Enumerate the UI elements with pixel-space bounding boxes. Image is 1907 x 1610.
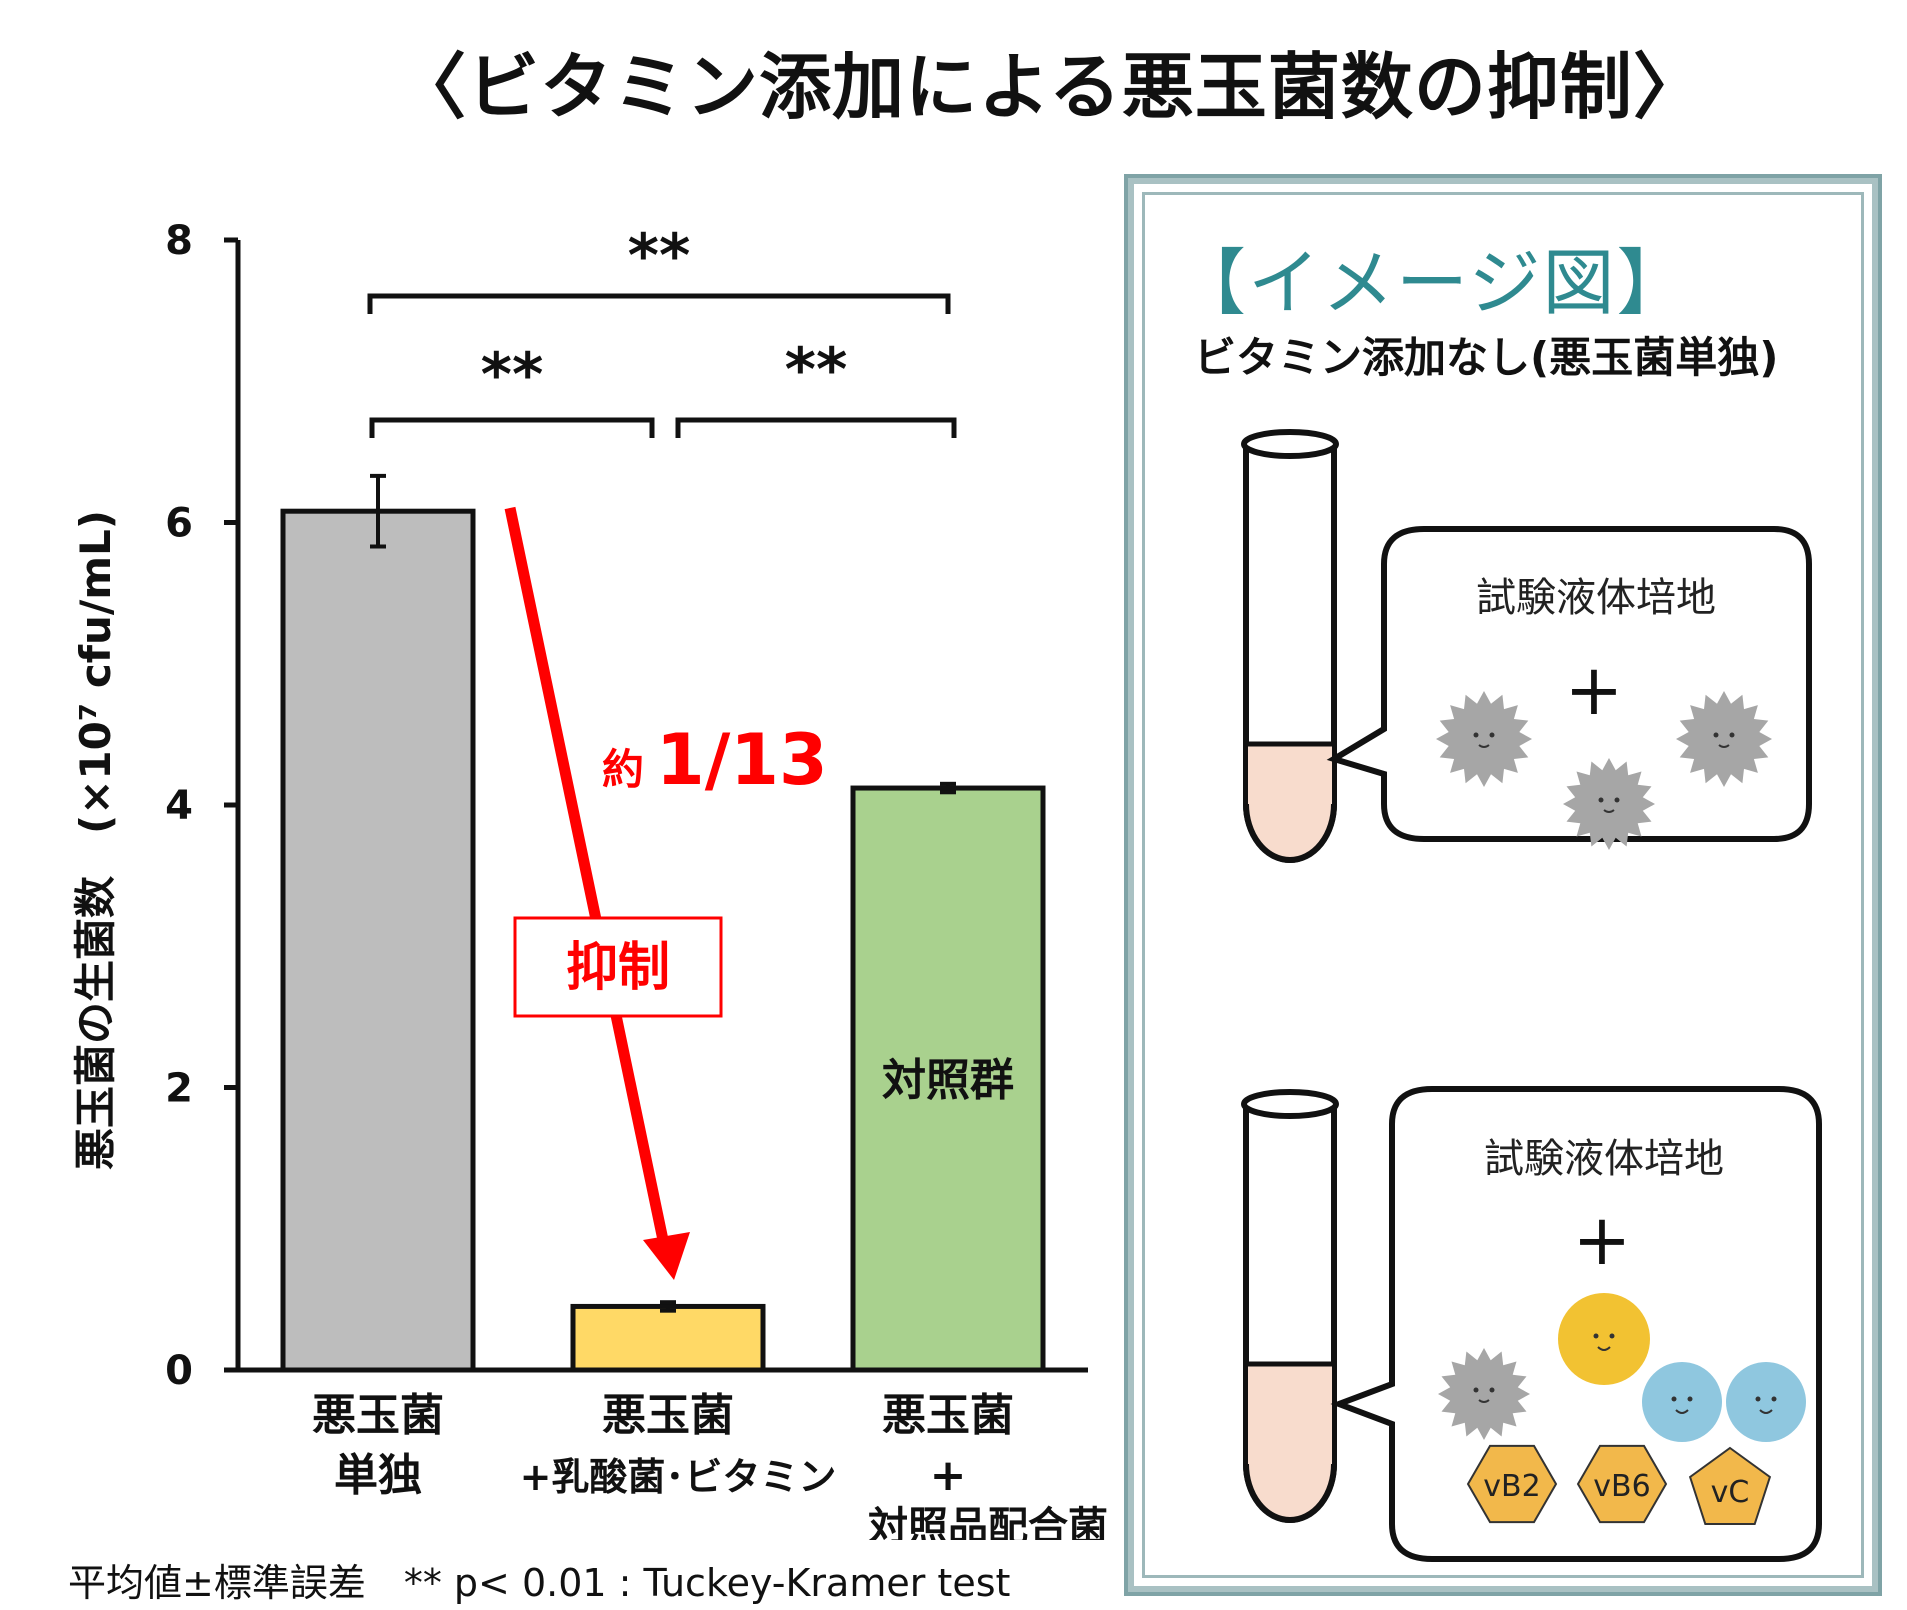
- footnote: 平均値±標準誤差 ** p< 0.01 : Tuckey-Kramer test: [68, 1561, 1011, 1605]
- category-label-line2: 単独: [334, 1450, 422, 1501]
- lactic-acid-bacteria-icon: [1642, 1362, 1722, 1442]
- y-tick-label: 8: [165, 218, 193, 264]
- reduction-arrowhead: [643, 1232, 690, 1280]
- vitamin-pentagon-icon: vC: [1688, 1446, 1772, 1525]
- panel-subtitle: ビタミン添加なし(悪玉菌単独): [1194, 333, 1779, 382]
- bad-bacteria-icon: [1676, 691, 1772, 787]
- category-label-line3: 対照品配合菌: [868, 1504, 1108, 1540]
- bubble2-label: 試験液体培地: [1484, 1136, 1724, 1182]
- significance-bracket: [369, 417, 655, 438]
- bar: [280, 508, 476, 1373]
- test-tube-icon: [1241, 1089, 1339, 1523]
- y-axis-label: 悪玉菌の生菌数 (×10⁷ cfu/mL): [71, 510, 120, 1170]
- illustration-drawing: 試験液体培地 + 試験液体培地 + vB2 vB6 vC: [1241, 429, 1822, 1562]
- significance-bracket: [675, 417, 957, 438]
- reduction-value: 1/13: [656, 719, 828, 801]
- page-title: 〈ビタミン添加による悪玉菌数の抑制〉: [394, 45, 1706, 129]
- suppression-box: [513, 916, 723, 1018]
- significance-label: **: [785, 335, 848, 405]
- y-tick-label: 2: [165, 1066, 193, 1112]
- plus-sign-2: +: [1573, 1199, 1632, 1281]
- significance-label: **: [481, 340, 544, 410]
- bad-bacteria-icon: [1438, 1348, 1530, 1440]
- bar-chart: 0 2 4 6 8 悪玉菌の生菌数 (×10⁷ cfu/mL) 悪玉菌単独 悪玉菌 +乳酸菌･ビ…: [71, 218, 1108, 1540]
- svg-text:vB6: vB6: [1593, 1469, 1650, 1504]
- y-tick-label: 4: [165, 783, 193, 829]
- category-label-line2: +: [930, 1450, 967, 1501]
- bar: [850, 785, 1046, 1373]
- category-label-line1: 悪玉菌: [882, 1390, 1014, 1441]
- panel-inner-border: [1142, 192, 1864, 1578]
- lactic-acid-bacteria-icon: [1726, 1362, 1806, 1442]
- vitamin-hexagon-icon: vB6: [1576, 1444, 1668, 1524]
- y-tick-label: 0: [165, 1348, 193, 1394]
- illustration-panel: 【イメージ図】 ビタミン添加なし(悪玉菌単独) 試験液体培地 +: [1124, 174, 1882, 1596]
- suppression-label: 抑制: [566, 938, 670, 998]
- bad-bacteria-icon: [1436, 691, 1532, 787]
- test-tube-icon: [1241, 429, 1339, 863]
- category-label-line2: +乳酸菌･ビタミン: [520, 1455, 837, 1499]
- y-tick-label: 6: [165, 501, 193, 547]
- bubble1-label: 試験液体培地: [1476, 575, 1716, 621]
- bad-bacteria-icon: [1563, 758, 1655, 850]
- category-label-line1: 悪玉菌: [602, 1390, 734, 1441]
- svg-text:vB2: vB2: [1483, 1469, 1540, 1504]
- significance-label: **: [628, 221, 691, 291]
- plus-sign-1: +: [1565, 649, 1624, 731]
- reduction-prefix: 約: [602, 745, 644, 794]
- svg-text:vC: vC: [1711, 1475, 1750, 1510]
- vitamin-hexagon-icon: vB2: [1466, 1444, 1558, 1524]
- category-label-line1: 悪玉菌: [312, 1390, 444, 1441]
- bar: [570, 1303, 766, 1373]
- speech-bubble-1: 試験液体培地 +: [1326, 526, 1812, 842]
- panel-title: 【イメージ図】: [1174, 241, 1691, 325]
- lactic-acid-bacteria-icon: [1558, 1293, 1650, 1385]
- bar-inner-label: 対照群: [882, 1055, 1014, 1106]
- reduction-arrow: [504, 506, 669, 1242]
- significance-bracket: [367, 293, 951, 314]
